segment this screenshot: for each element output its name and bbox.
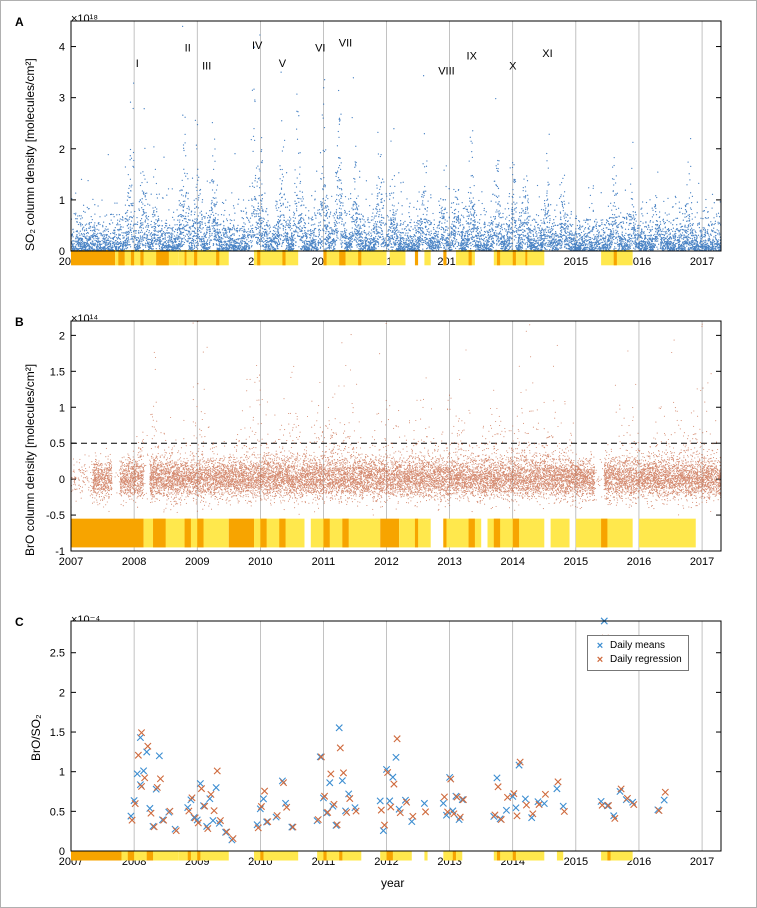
svg-text:VI: VI [315,43,325,55]
svg-text:-1: -1 [55,546,65,558]
svg-text:2011: 2011 [312,556,336,568]
svg-text:X: X [509,61,517,73]
svg-text:1.5: 1.5 [50,366,65,378]
svg-text:1: 1 [59,767,65,779]
svg-text:1: 1 [59,195,65,207]
panel-c-ylabel: BrO/SO₂ [29,714,43,761]
svg-text:0: 0 [59,846,65,858]
svg-text:2010: 2010 [248,556,272,568]
svg-text:2015: 2015 [564,556,588,568]
svg-text:3: 3 [59,93,65,105]
svg-text:2013: 2013 [437,556,461,568]
svg-text:I: I [136,58,139,70]
svg-text:0.5: 0.5 [50,438,65,450]
svg-text:2017: 2017 [690,256,714,268]
svg-text:2015: 2015 [564,256,588,268]
svg-text:2015: 2015 [564,856,588,868]
panel-b-letter: B [15,315,24,329]
panel-c-letter: C [15,615,24,629]
svg-text:4: 4 [59,42,65,54]
svg-text:IV: IV [252,40,263,52]
svg-text:1: 1 [59,402,65,414]
legend-label-means: Daily means [610,639,665,653]
panel-c-legend: × Daily means × Daily regression [587,635,689,671]
svg-text:1.5: 1.5 [50,727,65,739]
figure: A ×10¹⁸ SO₂ column density [molecules/cm… [0,0,757,908]
svg-text:VII: VII [339,38,352,50]
svg-text:2017: 2017 [690,856,714,868]
svg-text:2008: 2008 [122,556,146,568]
svg-text:XI: XI [542,48,552,60]
svg-text:0.5: 0.5 [50,806,65,818]
legend-marker-means-icon: × [594,639,606,653]
panel-b-ylabel: BrO column density [molecules/cm²] [23,364,37,556]
svg-text:V: V [279,58,287,70]
panel-b-plot: 2007200820092010201120122013201420152016… [71,321,721,571]
panel-a-ylabel: SO₂ column density [molecules/cm²] [23,58,37,251]
svg-text:2012: 2012 [374,556,398,568]
svg-text:VIII: VIII [438,66,455,78]
svg-text:2016: 2016 [627,556,651,568]
svg-text:2: 2 [59,144,65,156]
svg-text:IX: IX [467,50,478,62]
panel-a-plot: 2007200820092010201120122013201420152016… [71,21,721,271]
legend-label-reg: Daily regression [610,653,682,667]
panel-a-letter: A [15,15,24,29]
svg-text:0: 0 [59,246,65,258]
svg-text:2017: 2017 [690,556,714,568]
svg-text:2014: 2014 [501,556,525,568]
svg-text:III: III [202,61,211,73]
svg-text:-0.5: -0.5 [46,510,65,522]
legend-marker-reg-icon: × [594,653,606,667]
svg-text:2: 2 [59,330,65,342]
svg-text:2: 2 [59,687,65,699]
x-axis-label: year [381,876,404,890]
svg-text:0: 0 [59,474,65,486]
svg-text:2.5: 2.5 [50,648,65,660]
svg-text:II: II [185,43,191,55]
svg-text:2009: 2009 [185,556,209,568]
